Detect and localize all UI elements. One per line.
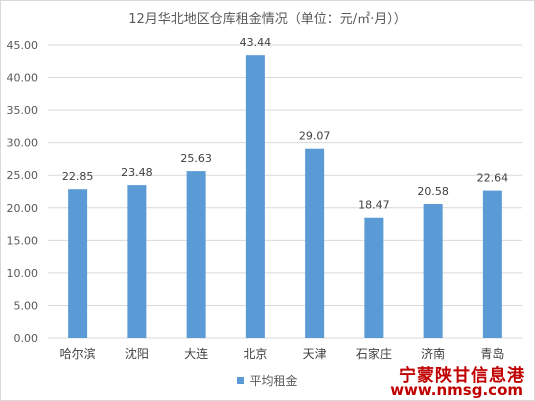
data-label: 22.85	[62, 170, 94, 183]
legend-label: 平均租金	[249, 374, 298, 388]
bar	[127, 185, 147, 338]
data-labels: 22.85 23.48 25.63 43.44 29.07 18.47 20.58 22.64	[62, 36, 508, 212]
y-tick-label: 25.00	[7, 169, 39, 182]
watermark-url: www.nmsg.com	[390, 381, 523, 399]
x-category-label: 济南	[421, 346, 445, 361]
bar	[186, 171, 206, 338]
bar	[305, 148, 325, 338]
y-axis-ticks: 0.00 5.00 10.00 15.00 20.00 25.00 30.00 35.00 40…	[7, 39, 39, 345]
x-category-label: 北京	[243, 347, 267, 361]
chart-title: 12月华北地区仓库租金情况（单位：元/㎡·月））	[128, 12, 407, 27]
data-label: 25.63	[180, 152, 212, 165]
y-tick-label: 15.00	[7, 234, 39, 247]
y-tick-label: 35.00	[7, 104, 39, 117]
y-tick-label: 30.00	[7, 137, 39, 150]
x-category-label: 沈阳	[125, 346, 149, 361]
bar	[68, 189, 88, 338]
x-category-label: 石家庄	[356, 346, 392, 361]
data-label: 20.58	[417, 185, 449, 198]
data-label: 29.07	[299, 130, 331, 143]
bar	[364, 217, 384, 338]
y-tick-label: 0.00	[14, 332, 39, 345]
x-category-label: 天津	[303, 347, 327, 361]
y-tick-label: 40.00	[7, 72, 39, 85]
x-category-label: 大连	[184, 346, 208, 361]
x-axis-categories: 哈尔滨 沈阳 大连 北京 天津 石家庄 济南 青岛	[60, 346, 505, 361]
x-category-label: 哈尔滨	[60, 346, 96, 361]
legend-swatch	[237, 377, 245, 384]
y-tick-label: 20.00	[7, 202, 39, 215]
x-category-label: 青岛	[480, 346, 504, 361]
y-tick-label: 10.00	[7, 267, 39, 280]
data-label: 43.44	[240, 36, 272, 49]
y-tick-label: 5.00	[14, 299, 39, 312]
gridlines	[48, 44, 522, 339]
bars	[68, 55, 502, 338]
watermark-title: 宁蒙陕甘信息港	[399, 366, 525, 386]
data-label: 18.47	[358, 199, 390, 212]
y-tick-label: 45.00	[7, 39, 39, 52]
bar	[245, 55, 265, 338]
bar	[482, 190, 502, 338]
legend: 平均租金	[0, 372, 535, 389]
data-label: 23.48	[121, 166, 153, 179]
bar	[423, 204, 443, 338]
data-label: 22.64	[477, 172, 509, 185]
